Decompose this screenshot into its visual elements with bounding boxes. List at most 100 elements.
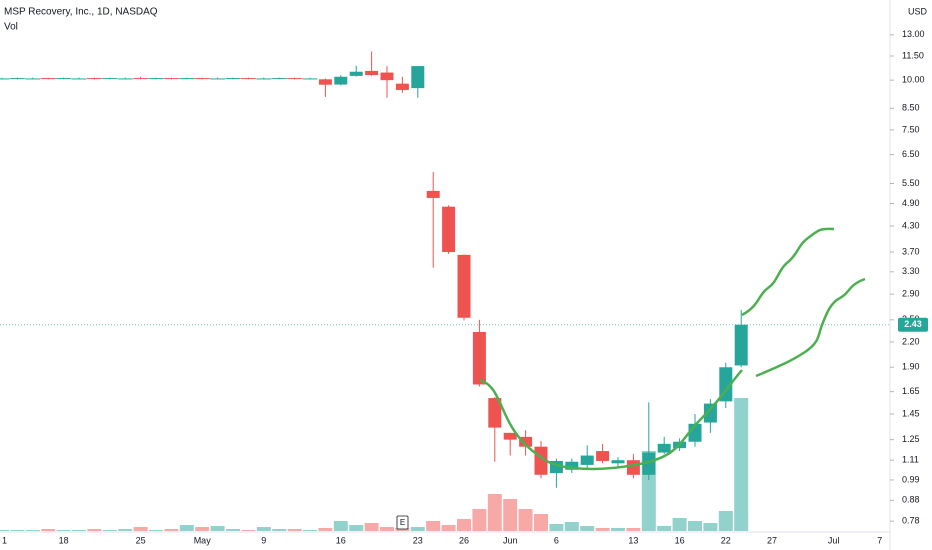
- y-tick-label: 11.50: [902, 50, 924, 60]
- volume-bar: [287, 529, 302, 531]
- x-tick-label: 23: [413, 535, 423, 545]
- candle-body: [580, 455, 594, 465]
- y-tick-label: 2.90: [902, 289, 920, 299]
- candle-body: [411, 66, 425, 89]
- trend-drawing: [479, 369, 743, 471]
- volume-bar: [164, 529, 179, 531]
- volume-pane: [0, 398, 749, 531]
- x-tick-label: 27: [767, 535, 777, 545]
- candle-body: [734, 324, 748, 366]
- volume-bar: [626, 528, 641, 531]
- volume-bar: [133, 527, 148, 531]
- candle-body: [210, 78, 226, 80]
- volume-bar: [734, 398, 749, 531]
- volume-bar: [718, 511, 733, 531]
- y-tick-label: 2.20: [902, 336, 920, 346]
- volume-bar: [195, 527, 210, 531]
- y-tick-label: 1.11: [902, 455, 919, 465]
- volume-bar: [25, 530, 40, 531]
- candle-body: [349, 71, 363, 76]
- candle-body: [565, 461, 579, 470]
- volume-bar: [10, 530, 25, 531]
- candle-body: [56, 78, 72, 80]
- candle-body: [519, 436, 533, 447]
- y-tick-label: 13.00: [902, 29, 925, 39]
- x-tick-label: 22: [721, 535, 731, 545]
- candle-body: [457, 254, 471, 318]
- candle-body: [395, 83, 409, 90]
- volume-bar: [595, 528, 610, 531]
- candle-body: [642, 452, 656, 475]
- candle-body: [287, 78, 303, 80]
- volume-bar: [364, 523, 379, 531]
- y-tick-label: 0.78: [902, 516, 920, 526]
- volume-bar: [457, 519, 471, 531]
- volume-bar: [241, 530, 256, 531]
- y-tick-label: 10.00: [902, 75, 925, 85]
- candle-body: [503, 432, 517, 440]
- earnings-marker[interactable]: E: [400, 518, 405, 527]
- candle-body: [240, 78, 256, 80]
- candle-body: [117, 78, 133, 80]
- x-tick-label: 18: [59, 535, 69, 545]
- currency-label: USD: [908, 6, 928, 16]
- candle-body: [256, 78, 272, 80]
- y-tick-label: 3.30: [902, 266, 920, 276]
- volume-bar: [56, 530, 71, 531]
- x-tick-label: 1: [2, 535, 7, 545]
- candle-body: [365, 70, 379, 76]
- y-tick-label: 7.50: [902, 124, 920, 134]
- volume-bar: [256, 527, 271, 531]
- volume-bar: [102, 530, 117, 531]
- candle-body: [86, 78, 102, 80]
- volume-bar: [487, 494, 502, 531]
- volume-bar: [349, 525, 364, 531]
- x-tick-label: Jun: [503, 535, 518, 545]
- volume-bar: [210, 526, 225, 531]
- candle-body: [9, 78, 25, 80]
- volume-bar: [703, 523, 718, 531]
- volume-bar: [333, 521, 348, 531]
- volume-bar: [380, 527, 394, 531]
- candle-body: [626, 460, 640, 475]
- y-tick-label: 6.50: [902, 149, 920, 159]
- volume-bar: [410, 527, 425, 531]
- y-tick-label: 1.65: [902, 386, 920, 396]
- y-tick-label: 1.90: [902, 362, 920, 372]
- y-tick-label: 4.90: [902, 198, 920, 208]
- volume-bar: [564, 522, 579, 531]
- candle-body: [334, 76, 348, 85]
- y-tick-label: 0.88: [902, 495, 920, 505]
- y-tick-label: 1.25: [902, 434, 920, 444]
- volume-bar: [303, 530, 317, 531]
- volume-label: Vol: [4, 22, 18, 33]
- candle-body: [40, 78, 56, 80]
- candle-body: [179, 78, 195, 80]
- x-tick-label: 9: [261, 535, 266, 545]
- candle-body: [380, 72, 394, 81]
- volume-bar: [580, 526, 595, 531]
- chart-title: MSP Recovery, Inc., 1D, NASDAQ: [4, 7, 158, 18]
- y-tick-label: 0.99: [902, 474, 920, 484]
- candle-body: [148, 78, 164, 80]
- projection-drawing: [741, 227, 835, 317]
- volume-bar: [87, 529, 102, 531]
- volume-bar: [72, 530, 86, 531]
- candle-body: [133, 78, 149, 80]
- earnings-marker-box[interactable]: [396, 515, 409, 530]
- volume-bar: [518, 509, 533, 531]
- candle-body: [657, 443, 671, 453]
- volume-bar: [149, 530, 163, 531]
- volume-bar: [672, 518, 687, 531]
- last-price-box: [898, 317, 928, 332]
- candle-body: [0, 78, 10, 80]
- x-tick-label: 7: [877, 535, 882, 545]
- x-tick-label: 13: [628, 535, 638, 545]
- candles: [0, 51, 748, 488]
- candle-body: [302, 78, 318, 80]
- y-tick-label: 4.30: [902, 220, 920, 230]
- candle-body: [488, 398, 502, 428]
- candle-body: [472, 331, 486, 385]
- volume-bar: [549, 524, 564, 531]
